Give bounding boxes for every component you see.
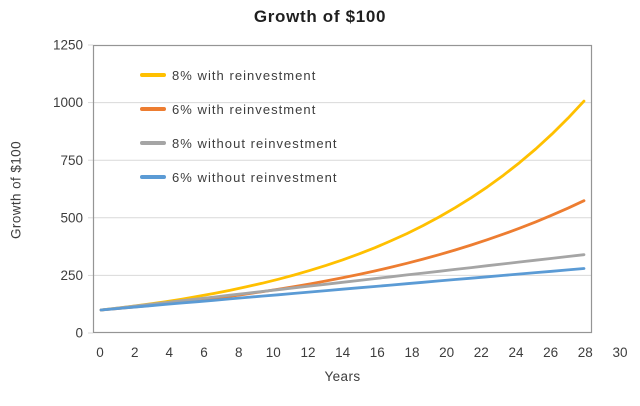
svg-text:28: 28 <box>578 345 593 360</box>
svg-text:250: 250 <box>60 268 83 283</box>
svg-text:6: 6 <box>200 345 208 360</box>
svg-text:0: 0 <box>96 345 104 360</box>
svg-text:0: 0 <box>75 326 83 341</box>
svg-text:2: 2 <box>131 345 139 360</box>
legend-label: 8% with reinvestment <box>172 67 317 83</box>
legend-label: 8% without reinvestment <box>172 135 338 151</box>
legend: 8% with reinvestment 6% with reinvestmen… <box>140 58 338 194</box>
legend-line-swatch-6pct-no-reinvest <box>140 175 166 179</box>
legend-label: 6% with reinvestment <box>172 101 317 117</box>
legend-line-swatch-6pct-reinvest <box>140 107 166 111</box>
svg-text:4: 4 <box>166 345 174 360</box>
svg-text:22: 22 <box>474 345 489 360</box>
svg-text:30: 30 <box>612 345 627 360</box>
svg-text:18: 18 <box>404 345 419 360</box>
legend-item: 8% with reinvestment <box>140 58 338 92</box>
svg-text:1000: 1000 <box>53 95 83 110</box>
svg-text:10: 10 <box>266 345 281 360</box>
svg-text:8: 8 <box>235 345 243 360</box>
legend-line-swatch-8pct-reinvest <box>140 73 166 77</box>
svg-text:24: 24 <box>508 345 524 360</box>
svg-text:20: 20 <box>439 345 454 360</box>
chart-title: Growth of $100 <box>253 7 387 26</box>
legend-item: 6% with reinvestment <box>140 92 338 126</box>
legend-item: 6% without reinvestment <box>140 160 338 194</box>
x-axis-title: Years <box>324 369 361 384</box>
svg-text:12: 12 <box>300 345 315 360</box>
legend-line-swatch-8pct-no-reinvest <box>140 141 166 145</box>
legend-label: 6% without reinvestment <box>172 169 338 185</box>
svg-text:14: 14 <box>335 345 351 360</box>
svg-text:26: 26 <box>543 345 558 360</box>
svg-text:16: 16 <box>370 345 385 360</box>
svg-text:500: 500 <box>60 210 83 225</box>
legend-item: 8% without reinvestment <box>140 126 338 160</box>
svg-text:1250: 1250 <box>53 38 83 53</box>
svg-text:750: 750 <box>60 153 83 168</box>
y-axis-title: Growth of $100 <box>8 141 24 239</box>
